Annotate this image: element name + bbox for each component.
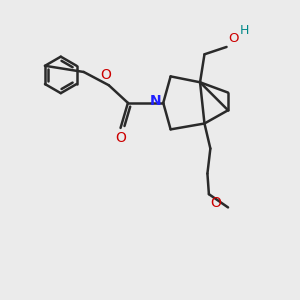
Text: H: H — [240, 24, 249, 37]
Text: O: O — [115, 131, 126, 146]
Text: O: O — [228, 32, 238, 46]
Text: N: N — [150, 94, 162, 107]
Text: O: O — [100, 68, 111, 82]
Text: O: O — [210, 196, 221, 210]
